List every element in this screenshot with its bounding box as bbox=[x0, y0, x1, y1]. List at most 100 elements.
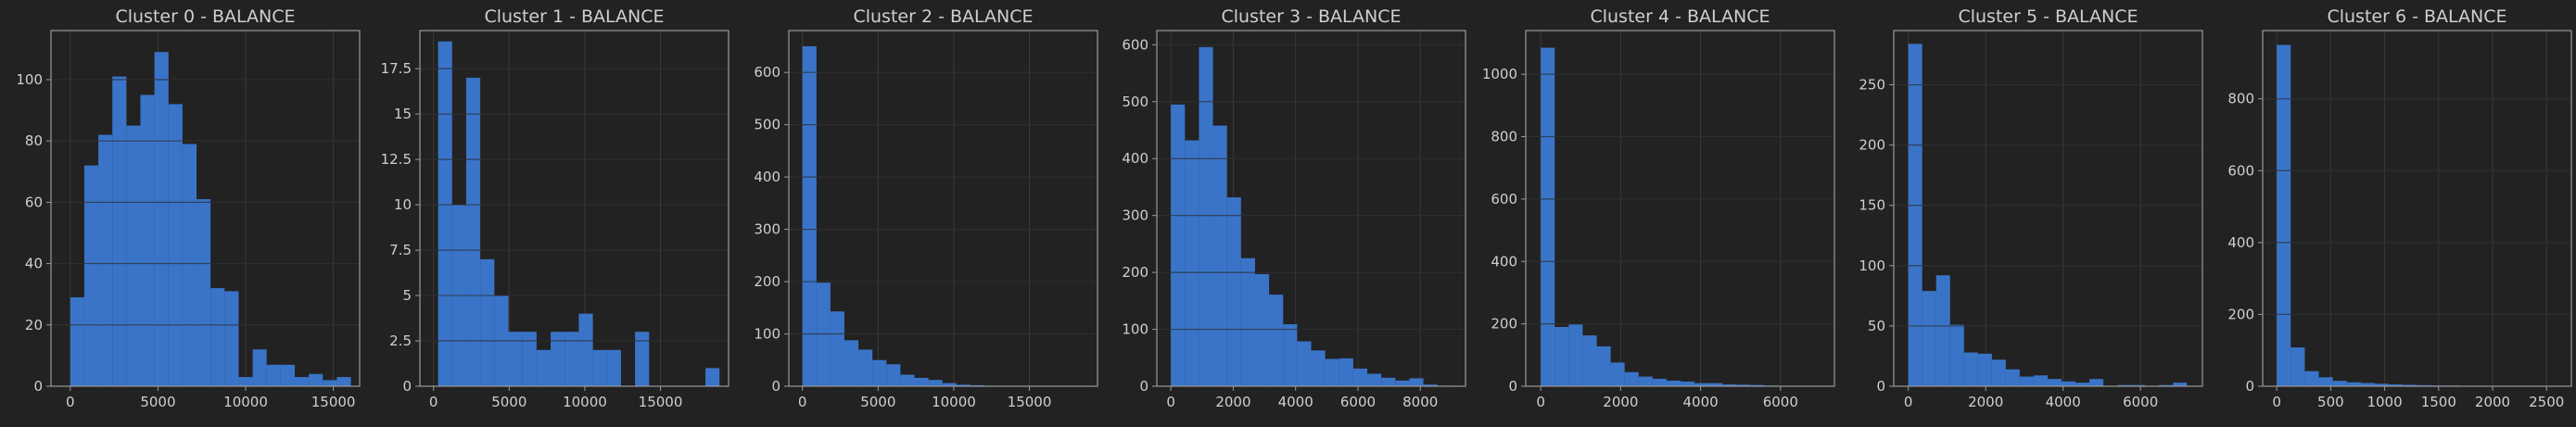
bar-5 bbox=[1610, 362, 1625, 386]
y-tick-label-3: 300 bbox=[754, 221, 780, 238]
x-tick-label-0: 0 bbox=[1166, 394, 1175, 410]
y-tick-label-1: 200 bbox=[1491, 316, 1517, 333]
bar-10 bbox=[578, 313, 593, 386]
y-tick-label-3: 150 bbox=[1859, 197, 1885, 214]
bar-12 bbox=[238, 377, 253, 386]
y-tick-label-6: 15 bbox=[394, 106, 412, 122]
bar-13 bbox=[252, 349, 267, 386]
bar-2 bbox=[465, 77, 481, 386]
bar-10 bbox=[1681, 381, 1695, 386]
x-tick-label-2: 1000 bbox=[2367, 394, 2402, 410]
bar-15 bbox=[2117, 384, 2132, 386]
bar-0 bbox=[70, 297, 84, 386]
bar-13 bbox=[1352, 368, 1368, 386]
y-tick-label-0: 0 bbox=[771, 378, 780, 395]
x-tick-label-2: 10000 bbox=[223, 394, 268, 410]
bar-19 bbox=[336, 377, 351, 386]
bar-8 bbox=[2389, 384, 2404, 386]
bar-7 bbox=[1269, 295, 1284, 386]
bar-0 bbox=[802, 45, 817, 387]
bar-6 bbox=[1254, 273, 1270, 386]
axes-frame bbox=[1893, 30, 2203, 387]
bar-4 bbox=[2332, 381, 2347, 386]
y-tick-label-4: 400 bbox=[754, 169, 780, 185]
bar-11 bbox=[2062, 381, 2076, 386]
bar-10 bbox=[210, 288, 225, 386]
bar-2 bbox=[1199, 46, 1213, 387]
bar-14 bbox=[266, 364, 281, 386]
bar-4 bbox=[126, 125, 141, 386]
x-tick-label-0: 0 bbox=[1536, 394, 1545, 410]
chart-title: Cluster 0 - BALANCE bbox=[115, 6, 295, 27]
bar-0 bbox=[438, 41, 452, 387]
x-tick-label-2: 10000 bbox=[563, 394, 607, 410]
bar-3 bbox=[844, 340, 859, 386]
bar-12 bbox=[1339, 358, 1353, 386]
x-tick-label-3: 15000 bbox=[1008, 394, 1052, 410]
y-tick-label-7: 17.5 bbox=[381, 60, 412, 77]
y-tick-label-0: 0 bbox=[1508, 378, 1517, 395]
axes-frame bbox=[50, 30, 361, 387]
y-tick-label-3: 300 bbox=[1122, 207, 1148, 224]
bar-9 bbox=[197, 199, 211, 386]
x-tick-label-5: 2500 bbox=[2529, 394, 2564, 410]
bar-18 bbox=[323, 380, 337, 386]
y-tick-label-2: 200 bbox=[1122, 264, 1148, 281]
plot-area bbox=[2263, 31, 2571, 386]
y-tick-label-2: 5 bbox=[402, 287, 412, 304]
bar-2 bbox=[98, 134, 113, 386]
axes-frame bbox=[2262, 30, 2572, 387]
chart-title: Cluster 6 - BALANCE bbox=[2327, 6, 2506, 27]
bar-9 bbox=[1666, 380, 1681, 386]
bar-3 bbox=[1582, 335, 1597, 386]
bar-9 bbox=[2033, 375, 2048, 386]
bar-4 bbox=[858, 349, 873, 386]
axes-frame bbox=[419, 30, 730, 387]
y-tick-label-5: 500 bbox=[754, 117, 780, 133]
chart-title: Cluster 4 - BALANCE bbox=[1590, 6, 1770, 27]
x-tick-label-2: 4000 bbox=[1278, 394, 1313, 410]
bar-18 bbox=[1423, 384, 1438, 386]
bar-19 bbox=[705, 368, 720, 386]
x-tick-label-0: 0 bbox=[429, 394, 438, 410]
x-tick-label-1: 5000 bbox=[860, 394, 895, 410]
bar-11 bbox=[1694, 383, 1709, 386]
y-tick-label-6: 600 bbox=[754, 64, 780, 81]
y-tick-label-2: 40 bbox=[25, 256, 43, 272]
bar-6 bbox=[1991, 359, 2006, 386]
bar-9 bbox=[565, 332, 579, 386]
bar-6 bbox=[154, 52, 169, 386]
bar-5 bbox=[2346, 382, 2361, 386]
bar-13 bbox=[1722, 383, 1737, 386]
x-tick-label-1: 2000 bbox=[1215, 394, 1250, 410]
x-tick-label-3: 6000 bbox=[1340, 394, 1376, 410]
y-tick-label-1: 50 bbox=[1868, 318, 1885, 334]
bar-2 bbox=[830, 311, 844, 386]
bar-7 bbox=[168, 104, 183, 386]
y-tick-label-4: 400 bbox=[1122, 150, 1148, 167]
bar-17 bbox=[1409, 378, 1424, 386]
bar-3 bbox=[112, 76, 127, 386]
bar-11 bbox=[224, 291, 239, 386]
y-tick-label-2: 200 bbox=[754, 273, 780, 290]
bar-15 bbox=[1381, 377, 1396, 386]
axes-frame bbox=[1156, 30, 1466, 387]
bar-3 bbox=[480, 258, 495, 386]
x-tick-label-0: 0 bbox=[798, 394, 807, 410]
bar-4 bbox=[1226, 197, 1241, 386]
bar-1 bbox=[2290, 347, 2305, 386]
chart-title: Cluster 5 - BALANCE bbox=[1958, 6, 2138, 27]
bar-17 bbox=[309, 373, 324, 386]
bar-16 bbox=[2131, 384, 2146, 386]
bar-7 bbox=[900, 374, 915, 386]
x-tick-label-3: 15000 bbox=[639, 394, 683, 410]
bar-1 bbox=[1554, 327, 1569, 386]
x-tick-label-2: 4000 bbox=[1682, 394, 1718, 410]
chart-panel-3: 0 2000 4000 6000 8000 0 100 200 300 400 500 600 Clus… bbox=[1122, 6, 1466, 410]
bar-1 bbox=[1185, 140, 1199, 386]
bar-7 bbox=[536, 349, 552, 386]
x-tick-label-1: 2000 bbox=[1603, 394, 1638, 410]
y-tick-label-2: 100 bbox=[1859, 257, 1885, 274]
bar-0 bbox=[2277, 44, 2291, 387]
y-tick-label-3: 600 bbox=[1491, 191, 1517, 207]
